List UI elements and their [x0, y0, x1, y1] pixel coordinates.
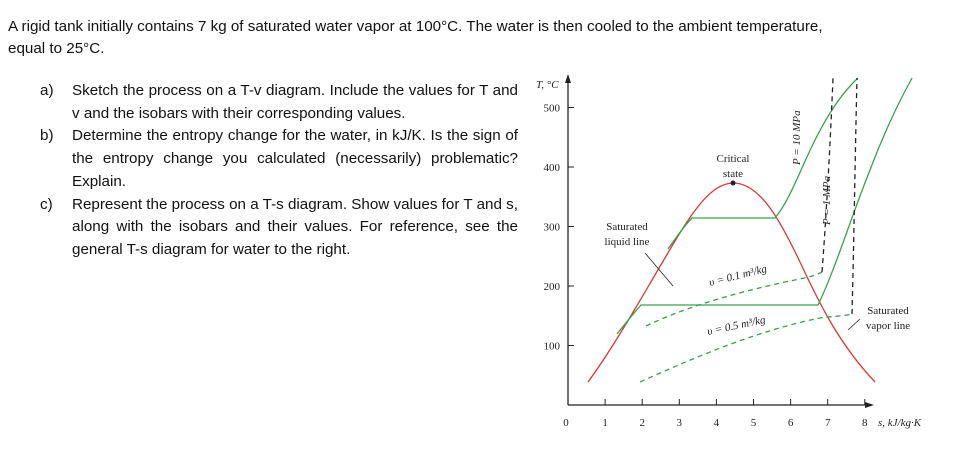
x-tick-label: 7 — [825, 417, 831, 429]
part-label: c) — [40, 195, 53, 213]
x-tick-label: 5 — [751, 417, 757, 429]
part: c) Represent the process on a T-s diagram… — [40, 194, 518, 262]
x-tick-label: 4 — [714, 417, 720, 429]
y-axis-label: T, °C — [536, 79, 559, 91]
liquid-label: Saturated — [606, 221, 648, 233]
critical-label: state — [723, 168, 743, 180]
part: b) Determine the entropy change for the w… — [40, 125, 518, 193]
part-text: Sketch the process on a T-v diagram. Inc… — [72, 82, 518, 122]
x-arrow — [865, 402, 874, 408]
isobar-1mpa — [616, 77, 913, 335]
const-v-01 — [645, 271, 823, 327]
y-tick-label: 400 — [544, 162, 561, 174]
y-tick-label: 200 — [544, 281, 561, 293]
critical-label: Critical — [717, 153, 750, 165]
part-text: Represent the process on a T-s diagram. … — [72, 195, 518, 258]
x-tick-label: 3 — [677, 417, 683, 429]
p2-label: P = 1 MPa — [821, 175, 833, 226]
problem-parts: a) Sketch the process on a T-v diagram. I… — [40, 80, 518, 262]
x-tick-label: 2 — [639, 417, 645, 429]
x-tick-label: 6 — [788, 417, 794, 429]
const-v-05-vapor — [851, 77, 858, 315]
y-tick-label: 100 — [544, 341, 561, 353]
const-v-05 — [639, 313, 853, 383]
part-label: a) — [40, 82, 54, 99]
x-axis-label: s, kJ/kg·K — [878, 417, 922, 429]
x-tick-label: 0 — [563, 417, 569, 429]
x-tick-label: 8 — [862, 417, 868, 429]
part: a) Sketch the process on a T-v diagram. I… — [40, 80, 518, 125]
isobar-10mpa — [667, 77, 859, 250]
y-tick-label: 500 — [544, 103, 561, 115]
critical-point — [730, 180, 736, 186]
liquid-label: liquid line — [605, 236, 650, 248]
vapor-label: vapor line — [866, 320, 910, 332]
const-v-01-vapor — [821, 77, 834, 273]
p1-label: P = 10 MPa — [791, 110, 803, 166]
problem-intro: A rigid tank initially contains 7 kg of … — [8, 18, 823, 57]
part-text: Determine the entropy change for the wat… — [72, 127, 518, 190]
part-label: b) — [40, 127, 54, 145]
y-arrow — [565, 74, 571, 83]
vapor-pointer — [847, 318, 861, 331]
v1-label: υ = 0.1 m³/kg — [708, 263, 769, 289]
vapor-label: Saturated — [867, 305, 909, 317]
liquid-pointer — [644, 252, 674, 287]
y-tick-label: 300 — [544, 222, 561, 234]
x-tick-label: 1 — [602, 417, 608, 429]
